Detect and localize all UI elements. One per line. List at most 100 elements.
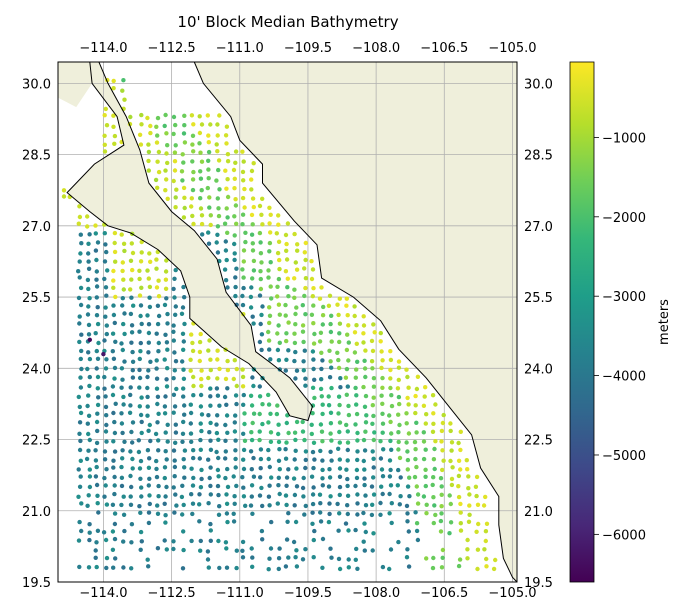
- data-point: [301, 494, 306, 499]
- data-point: [396, 439, 401, 445]
- data-point: [180, 566, 186, 571]
- data-point: [363, 374, 368, 380]
- data-point: [337, 402, 342, 408]
- x-tick-label-top: −105.0: [488, 41, 536, 56]
- data-point: [225, 484, 231, 490]
- data-point: [147, 501, 152, 507]
- data-point: [165, 160, 170, 166]
- data-point: [138, 340, 143, 346]
- data-point: [146, 168, 151, 173]
- data-point: [241, 392, 246, 398]
- data-point: [354, 367, 359, 372]
- data-point: [414, 430, 419, 435]
- data-point: [208, 394, 213, 399]
- data-point: [344, 366, 350, 372]
- y-tick-label-right: 27.0: [524, 220, 553, 235]
- data-point: [320, 313, 326, 318]
- data-point: [154, 140, 160, 145]
- data-point: [87, 383, 92, 389]
- data-point: [242, 205, 247, 210]
- data-point: [260, 402, 265, 407]
- data-point: [283, 564, 289, 569]
- data-point: [257, 293, 263, 298]
- data-point: [344, 392, 349, 397]
- data-point: [198, 404, 204, 409]
- data-point: [266, 420, 271, 425]
- data-point: [354, 402, 359, 407]
- data-point: [120, 456, 125, 461]
- data-point: [363, 503, 369, 508]
- data-point: [362, 404, 368, 409]
- data-point: [415, 492, 421, 497]
- data-point: [182, 195, 187, 200]
- data-point: [197, 141, 202, 146]
- data-point: [303, 312, 308, 317]
- data-point: [172, 350, 177, 355]
- data-point: [240, 293, 245, 299]
- data-point: [345, 384, 350, 389]
- data-point: [249, 483, 255, 488]
- data-point: [216, 206, 221, 211]
- data-point: [258, 466, 263, 471]
- data-point: [346, 323, 351, 328]
- data-point: [275, 347, 281, 353]
- data-point: [225, 285, 230, 290]
- data-point: [378, 330, 383, 336]
- data-point: [476, 521, 481, 527]
- data-point: [165, 321, 170, 326]
- data-point: [190, 483, 196, 488]
- data-point: [352, 313, 357, 319]
- data-point: [77, 259, 82, 264]
- data-point: [77, 321, 82, 326]
- data-point: [129, 323, 135, 328]
- data-point: [257, 429, 262, 434]
- data-point: [301, 368, 306, 373]
- data-point: [346, 528, 351, 533]
- data-point: [248, 449, 254, 454]
- data-point: [139, 321, 144, 327]
- data-point: [433, 402, 438, 407]
- data-point: [327, 501, 332, 506]
- data-point: [284, 257, 290, 262]
- data-point: [320, 458, 325, 463]
- data-point: [103, 404, 109, 410]
- data-point: [346, 358, 351, 363]
- data-point: [207, 338, 212, 343]
- mainland-coastline: [193, 62, 517, 582]
- data-point: [424, 556, 429, 561]
- data-point: [249, 467, 254, 472]
- data-point: [450, 465, 455, 470]
- data-point: [163, 286, 169, 291]
- data-point: [148, 123, 153, 129]
- data-point: [102, 374, 107, 380]
- x-tick-label-bottom: −114.0: [79, 586, 127, 600]
- data-point: [240, 548, 245, 553]
- data-point: [87, 337, 93, 342]
- x-tick-label-bottom: −106.5: [420, 586, 468, 600]
- data-point: [102, 133, 107, 138]
- data-point: [139, 112, 144, 118]
- data-point: [129, 566, 134, 571]
- data-point: [103, 366, 109, 371]
- data-point: [120, 303, 125, 308]
- data-point: [77, 420, 83, 425]
- data-point: [338, 385, 343, 390]
- data-point: [241, 248, 247, 253]
- y-tick-label-left: 24.0: [22, 362, 51, 377]
- data-point: [430, 429, 436, 434]
- data-point: [405, 484, 411, 489]
- data-point: [181, 386, 186, 391]
- data-point: [343, 521, 349, 526]
- data-point: [398, 475, 403, 480]
- data-point: [137, 132, 143, 137]
- data-point: [77, 519, 82, 525]
- data-point: [250, 248, 256, 253]
- data-point: [241, 466, 247, 472]
- data-point: [223, 438, 228, 443]
- data-point: [388, 385, 393, 391]
- data-point: [214, 240, 219, 245]
- data-point: [395, 386, 401, 391]
- data-point: [85, 403, 90, 409]
- data-point: [396, 394, 402, 400]
- data-point: [234, 483, 239, 489]
